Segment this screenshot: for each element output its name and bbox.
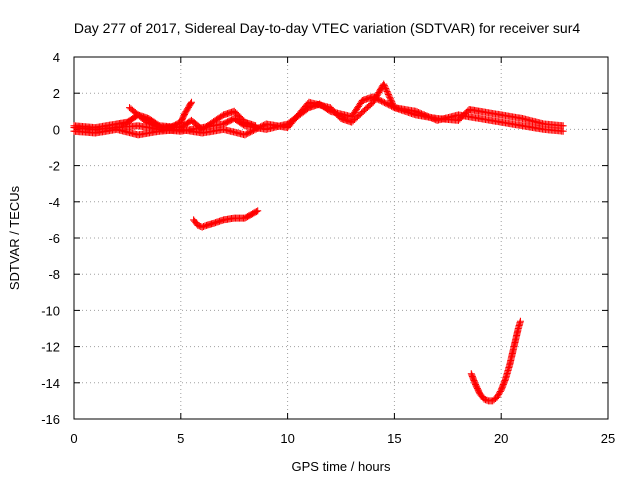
data-point: [182, 108, 190, 116]
grid: [74, 57, 608, 419]
data-point: [388, 98, 396, 106]
data-point: [388, 99, 396, 107]
x-axis: 0 5 10 15 20 25: [70, 57, 615, 446]
data-point: [495, 390, 503, 398]
series-track-e: [190, 207, 262, 231]
series-track-b: [70, 80, 567, 139]
data-point: [187, 98, 195, 106]
x-tick-label: 10: [280, 431, 294, 446]
y-tick-label: -2: [48, 159, 60, 174]
data-point: [181, 109, 189, 117]
data-point: [380, 82, 388, 90]
data-point: [385, 92, 393, 100]
y-tick-label: -14: [41, 376, 60, 391]
data-point: [187, 99, 195, 107]
data-point: [252, 122, 260, 130]
data-point: [386, 93, 394, 101]
data-point: [495, 389, 503, 397]
data-points: [70, 80, 567, 405]
data-point: [384, 89, 392, 97]
data-point: [494, 392, 502, 400]
plot-frame: [73, 56, 609, 420]
y-tick-label: 0: [53, 122, 60, 137]
y-tick-label: -10: [41, 303, 60, 318]
data-point: [559, 127, 567, 135]
y-axis: 4 2 0 -2 -4 -6 -8 -10 -12 -14 -16: [41, 50, 608, 427]
x-tick-label: 20: [494, 431, 508, 446]
y-tick-label: -16: [41, 412, 60, 427]
y-tick-label: 2: [53, 86, 60, 101]
x-tick-label: 0: [70, 431, 77, 446]
y-tick-label: -8: [48, 267, 60, 282]
data-point: [254, 207, 262, 215]
x-axis-label: GPS time / hours: [292, 459, 391, 474]
y-tick-label: 4: [53, 50, 60, 65]
data-point: [252, 208, 260, 216]
y-tick-label: -12: [41, 340, 60, 355]
data-point: [383, 88, 391, 96]
data-point: [493, 393, 501, 401]
y-tick-label: -6: [48, 231, 60, 246]
data-point: [184, 105, 192, 113]
data-point: [384, 90, 392, 98]
y-tick-label: -4: [48, 195, 60, 210]
data-point: [386, 95, 394, 103]
data-point: [380, 80, 388, 88]
series-track-f: [467, 317, 524, 405]
data-point: [516, 317, 524, 325]
data-point: [183, 106, 191, 114]
y-axis-label: SDTVAR / TECUs: [7, 185, 22, 290]
data-point: [381, 83, 389, 91]
chart-title: Day 277 of 2017, Sidereal Day-to-day VTE…: [74, 20, 580, 36]
data-point: [387, 96, 395, 104]
x-tick-label: 15: [387, 431, 401, 446]
x-tick-label: 25: [601, 431, 615, 446]
series-track-d: [126, 98, 195, 132]
x-tick-label: 5: [177, 431, 184, 446]
data-point: [382, 85, 390, 93]
data-point: [382, 86, 390, 94]
